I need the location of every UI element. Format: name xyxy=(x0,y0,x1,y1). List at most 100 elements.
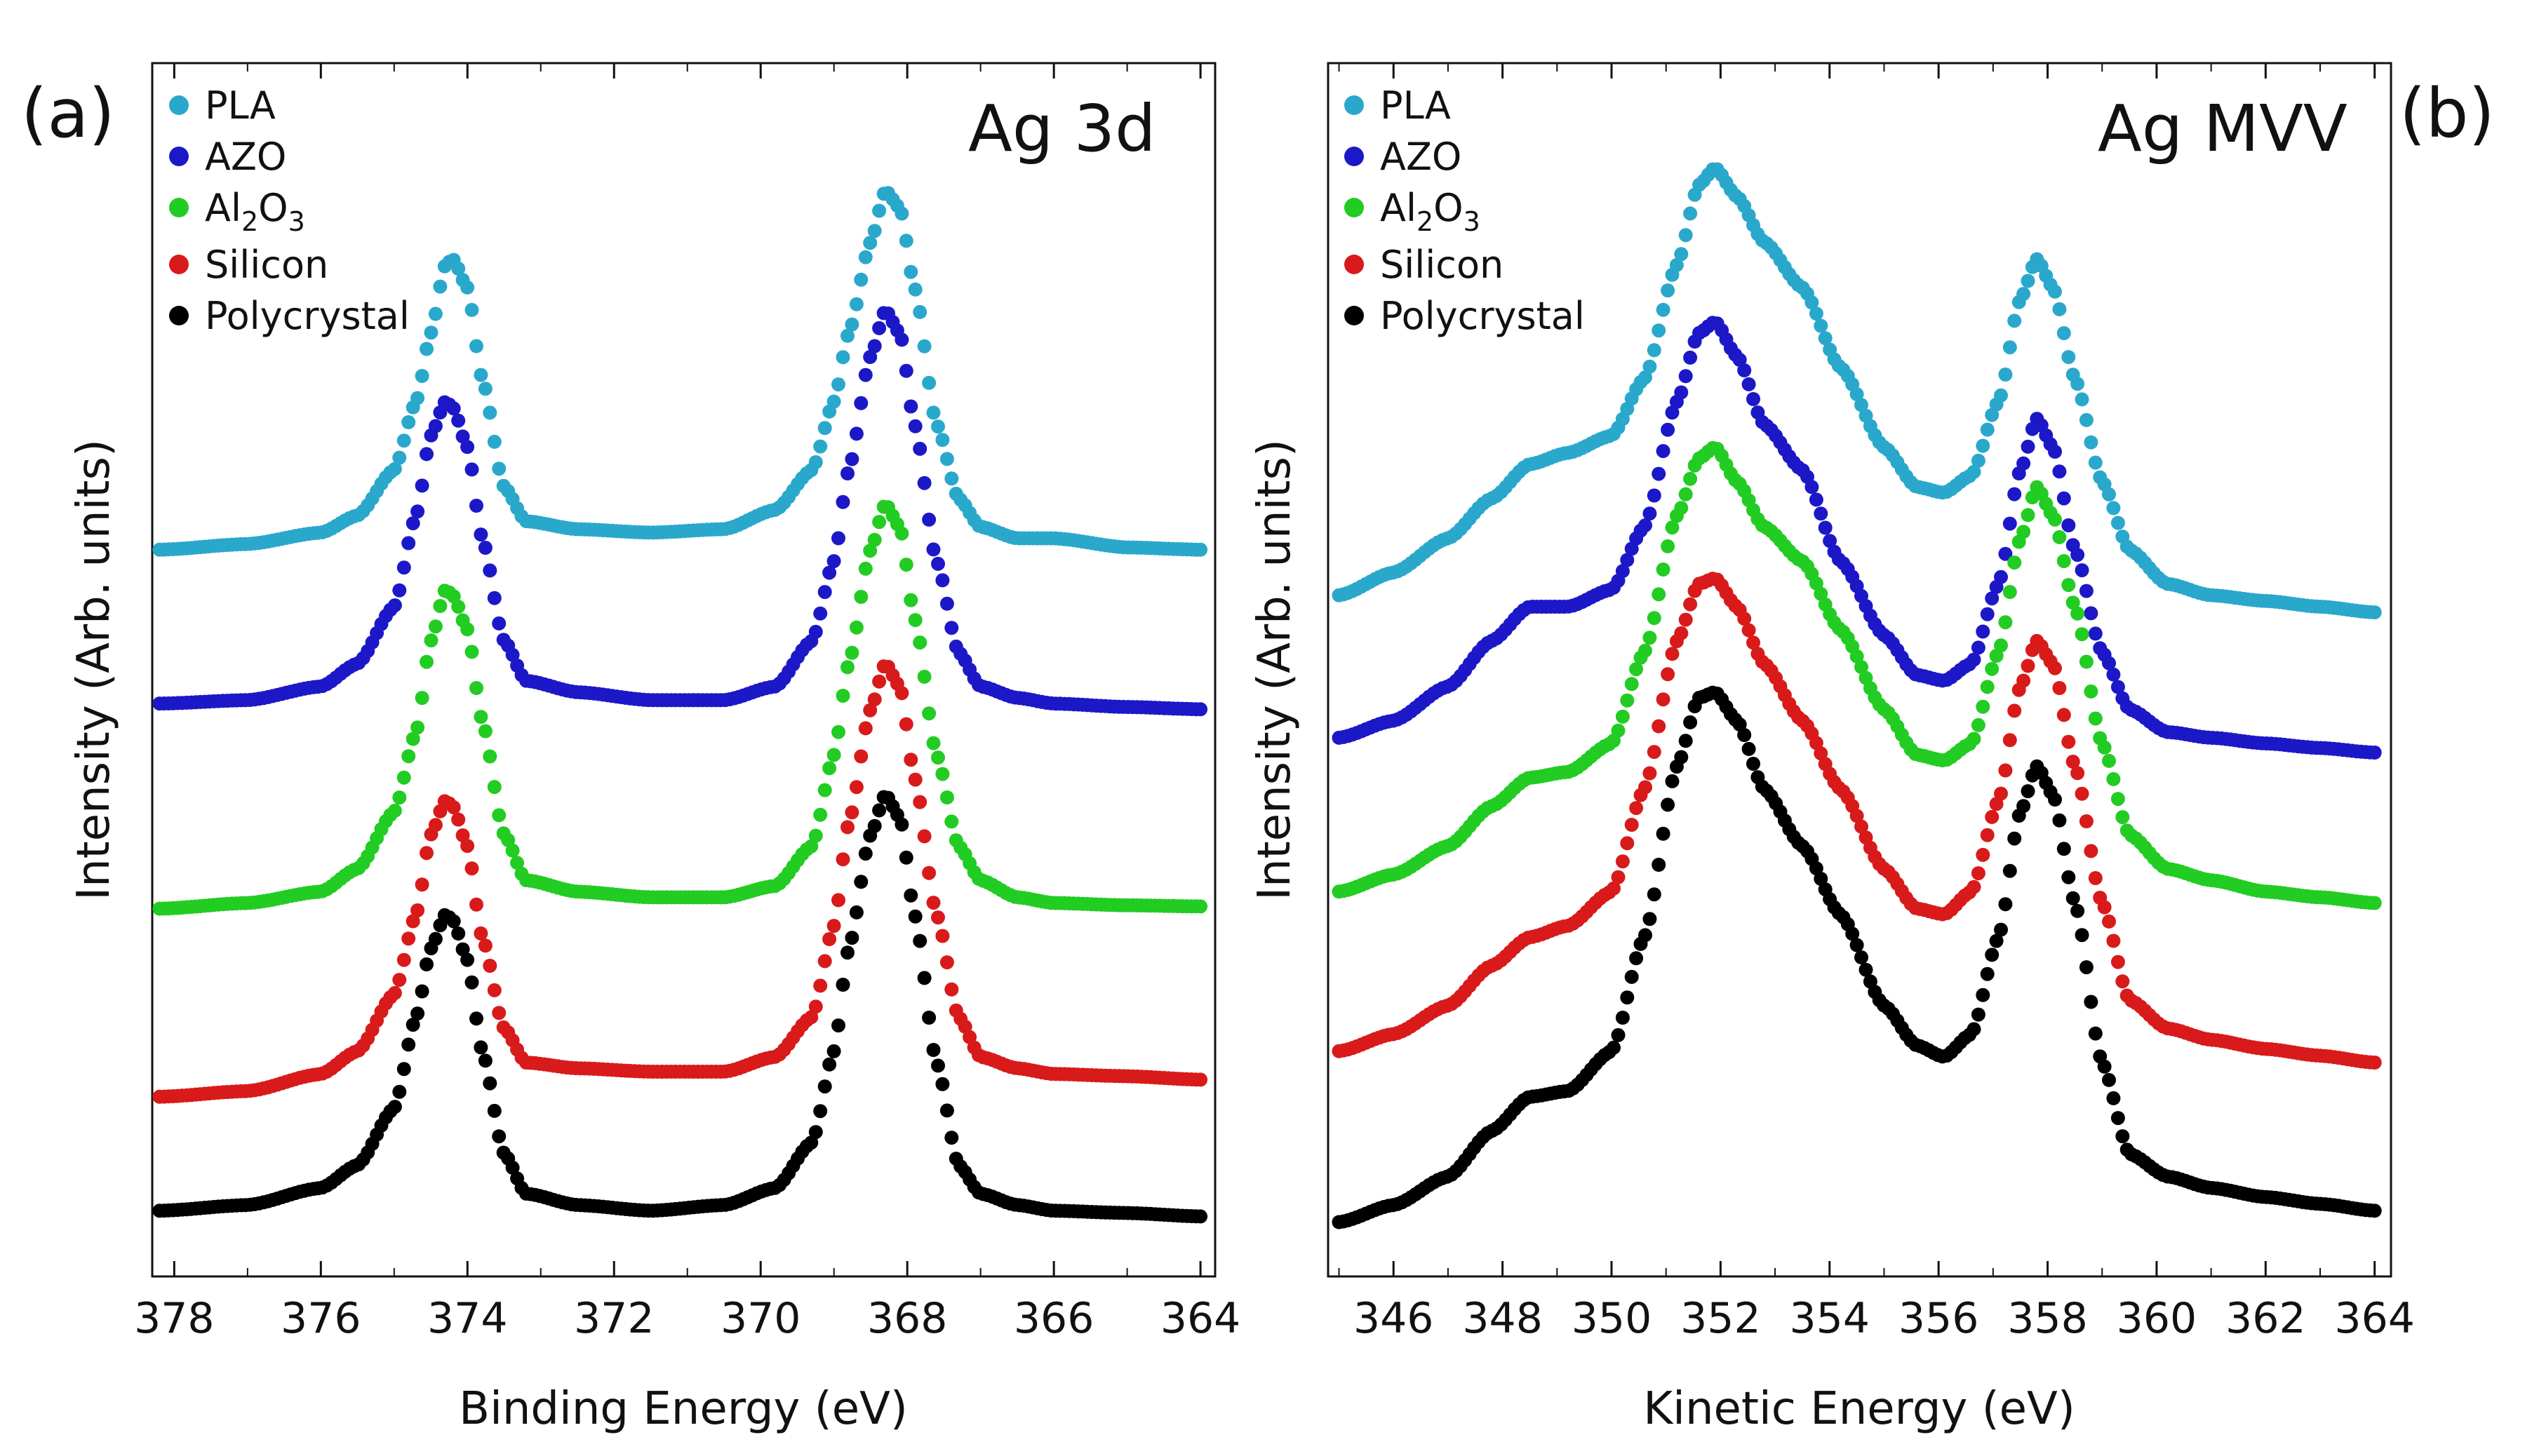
data-point xyxy=(2367,1056,2382,1070)
data-point xyxy=(1980,966,1995,981)
data-point xyxy=(904,264,918,279)
x-tick-label: 362 xyxy=(2225,1294,2306,1343)
legend-marker-al2o3 xyxy=(169,198,189,217)
data-point xyxy=(455,828,470,843)
data-point xyxy=(2065,891,2080,905)
legend-marker-al2o3 xyxy=(1344,198,1364,217)
x-tick-label: 356 xyxy=(1898,1294,1979,1343)
data-point xyxy=(478,724,493,739)
data-point xyxy=(1638,928,1652,943)
data-point xyxy=(2002,340,2017,355)
data-point xyxy=(1647,343,1661,358)
data-point xyxy=(2052,530,2067,544)
data-point xyxy=(464,462,479,477)
data-point xyxy=(2007,703,2022,718)
data-point xyxy=(2056,842,2071,856)
data-point xyxy=(904,593,918,607)
data-point xyxy=(2110,792,2125,807)
data-point xyxy=(1642,631,1657,645)
data-point xyxy=(845,452,859,466)
data-point xyxy=(2075,928,2089,943)
data-point xyxy=(2021,659,2035,673)
data-point xyxy=(899,850,913,865)
x-tick-label: 374 xyxy=(427,1294,508,1343)
data-point xyxy=(1683,206,1698,221)
data-point xyxy=(1998,897,2013,912)
data-point xyxy=(401,415,416,429)
data-point xyxy=(415,984,429,999)
x-tick-label: 372 xyxy=(574,1294,655,1343)
data-point xyxy=(908,613,923,628)
data-point xyxy=(849,780,864,795)
data-point xyxy=(867,818,882,833)
data-point xyxy=(1854,398,1868,412)
data-point xyxy=(1845,926,1860,941)
data-point xyxy=(487,434,502,449)
data-point xyxy=(2102,656,2116,670)
data-point xyxy=(1620,693,1635,708)
data-point xyxy=(935,573,950,588)
data-point xyxy=(474,368,488,382)
data-point xyxy=(1741,623,1756,638)
data-point xyxy=(2115,810,2130,825)
data-point xyxy=(1818,520,1833,535)
data-point xyxy=(1737,363,1752,377)
panel-b-frame xyxy=(1327,62,2392,1278)
data-point xyxy=(1976,438,1990,453)
data-point xyxy=(822,932,837,946)
data-point xyxy=(863,544,878,558)
data-point xyxy=(505,647,520,662)
data-point xyxy=(2021,439,2035,454)
legend-label-polycrystal: Polycrystal xyxy=(1380,294,1585,338)
data-point xyxy=(469,339,483,353)
panel-a-x-ticks: 378 376 374 372 370 368 366 364 xyxy=(134,63,1240,1343)
data-point xyxy=(510,856,525,870)
data-point xyxy=(1647,611,1661,626)
data-point xyxy=(1674,750,1689,764)
data-point xyxy=(1994,569,2008,584)
legend-label-al2o3: Al2O3 xyxy=(205,186,305,237)
data-point xyxy=(836,978,850,992)
data-point xyxy=(464,302,479,317)
legend-label-pla: PLA xyxy=(205,83,276,128)
data-point xyxy=(913,933,927,948)
data-point xyxy=(1674,501,1689,515)
data-point xyxy=(858,250,873,264)
data-point xyxy=(492,461,507,476)
data-point xyxy=(1678,487,1693,501)
data-point xyxy=(854,396,869,410)
data-point xyxy=(1678,228,1693,243)
data-point xyxy=(1849,938,1864,952)
data-point xyxy=(831,893,845,908)
data-point xyxy=(1652,719,1666,734)
data-point xyxy=(904,399,918,414)
data-point xyxy=(908,282,923,297)
data-point xyxy=(808,999,823,1014)
data-point xyxy=(2075,786,2089,801)
data-point xyxy=(808,455,823,469)
data-point xyxy=(1642,766,1657,781)
data-point xyxy=(899,234,913,248)
data-point xyxy=(1804,480,1819,494)
data-point xyxy=(826,554,841,569)
data-point xyxy=(2367,896,2382,910)
data-point xyxy=(1985,407,2000,422)
legend-label-al2o3: Al2O3 xyxy=(1380,186,1480,237)
data-point xyxy=(1624,969,1639,984)
data-point xyxy=(1818,331,1833,346)
data-point xyxy=(1683,597,1698,612)
data-point xyxy=(483,749,497,764)
data-point xyxy=(392,790,407,805)
legend-al2o3-part1: Al xyxy=(1380,186,1416,230)
data-point xyxy=(1985,809,2000,824)
data-point xyxy=(1656,562,1670,577)
data-point xyxy=(2021,508,2035,523)
data-point xyxy=(840,945,855,960)
data-point xyxy=(460,622,475,637)
data-point xyxy=(813,1104,828,1119)
data-point xyxy=(1849,649,1864,663)
data-point xyxy=(804,1010,819,1025)
data-point xyxy=(2102,1072,2116,1087)
data-point xyxy=(1814,746,1828,761)
data-point xyxy=(1854,819,1868,834)
